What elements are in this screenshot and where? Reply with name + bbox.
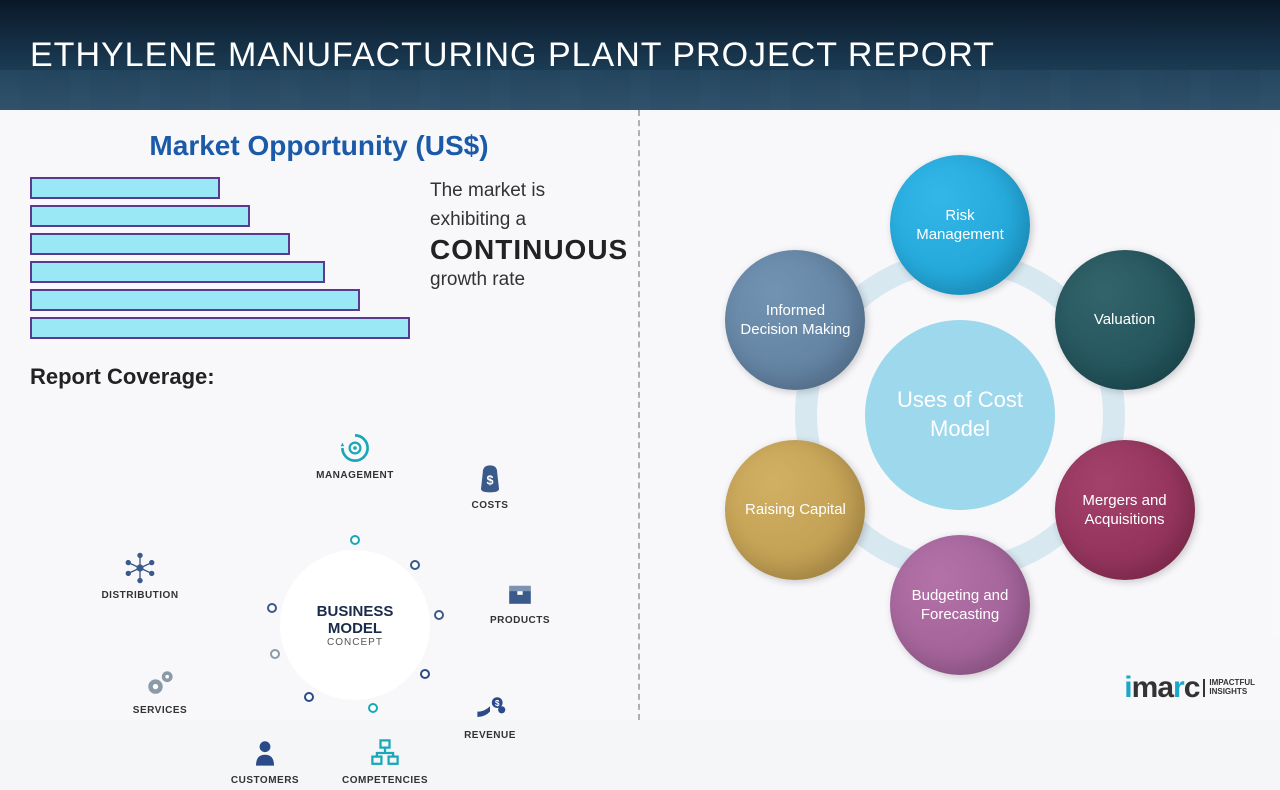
cost-node: Budgeting and Forecasting bbox=[890, 535, 1030, 675]
services-icon bbox=[142, 665, 178, 701]
biz-center-l3: CONCEPT bbox=[327, 637, 383, 648]
market-bar bbox=[30, 317, 410, 339]
coverage-label: Report Coverage: bbox=[30, 364, 608, 390]
connector-dot bbox=[350, 535, 360, 545]
biz-item-label: PRODUCTS bbox=[490, 615, 550, 626]
biz-center-l2: MODEL bbox=[328, 620, 382, 637]
logo-text: imarc bbox=[1124, 671, 1199, 705]
biz-item-costs: $ COSTS bbox=[440, 460, 540, 511]
connector-dot bbox=[410, 560, 420, 570]
revenue-icon: $ bbox=[472, 690, 508, 726]
page-title: ETHYLENE MANUFACTURING PLANT PROJECT REP… bbox=[30, 36, 995, 75]
market-bar bbox=[30, 177, 220, 199]
growth-text-block: The market is exhibiting a CONTINUOUS gr… bbox=[430, 177, 628, 339]
cost-node: Risk Management bbox=[890, 155, 1030, 295]
cost-node: Mergers and Acquisitions bbox=[1055, 440, 1195, 580]
svg-text:$: $ bbox=[495, 699, 500, 708]
business-model-diagram: BUSINESS MODEL CONCEPT MANAGEMENT $ COSTS… bbox=[140, 430, 570, 790]
connector-dot bbox=[368, 703, 378, 713]
left-panel: Market Opportunity (US$) The market is e… bbox=[0, 110, 640, 720]
logo-tagline: IMPACTFUL INSIGHTS bbox=[1203, 679, 1255, 697]
cost-model-diagram: Uses of Cost Model Risk ManagementValuat… bbox=[700, 155, 1220, 675]
connector-dot bbox=[270, 649, 280, 659]
market-chart-area: The market is exhibiting a CONTINUOUS gr… bbox=[30, 177, 608, 339]
biz-item-label: CUSTOMERS bbox=[231, 775, 299, 786]
biz-item-management: MANAGEMENT bbox=[305, 430, 405, 481]
biz-item-services: SERVICES bbox=[110, 665, 210, 716]
connector-dot bbox=[420, 669, 430, 679]
header-banner: ETHYLENE MANUFACTURING PLANT PROJECT REP… bbox=[0, 0, 1280, 110]
brand-logo: imarc IMPACTFUL INSIGHTS bbox=[1124, 671, 1255, 705]
cost-node: Valuation bbox=[1055, 250, 1195, 390]
products-icon bbox=[502, 575, 538, 611]
market-bar bbox=[30, 233, 290, 255]
market-bars bbox=[30, 177, 410, 339]
growth-line3: growth rate bbox=[430, 266, 628, 295]
cost-node: Raising Capital bbox=[725, 440, 865, 580]
biz-item-products: PRODUCTS bbox=[470, 575, 570, 626]
biz-item-label: MANAGEMENT bbox=[316, 470, 394, 481]
competencies-icon bbox=[367, 735, 403, 771]
right-panel: Uses of Cost Model Risk ManagementValuat… bbox=[640, 110, 1280, 720]
biz-item-customers: CUSTOMERS bbox=[215, 735, 315, 786]
biz-item-label: COMPETENCIES bbox=[342, 775, 428, 786]
biz-item-revenue: $ REVENUE bbox=[440, 690, 540, 741]
connector-dot bbox=[434, 610, 444, 620]
management-icon bbox=[337, 430, 373, 466]
growth-line1: The market is exhibiting a bbox=[430, 177, 628, 234]
cost-node: Informed Decision Making bbox=[725, 250, 865, 390]
customers-icon bbox=[247, 735, 283, 771]
market-bar bbox=[30, 261, 325, 283]
cost-model-center: Uses of Cost Model bbox=[865, 320, 1055, 510]
biz-item-competencies: COMPETENCIES bbox=[335, 735, 435, 786]
biz-item-label: SERVICES bbox=[133, 705, 187, 716]
biz-item-label: REVENUE bbox=[464, 730, 516, 741]
svg-text:$: $ bbox=[486, 473, 493, 487]
growth-emphasis: CONTINUOUS bbox=[430, 234, 628, 266]
market-bar bbox=[30, 289, 360, 311]
cost-center-label: Uses of Cost Model bbox=[865, 386, 1055, 443]
connector-dot bbox=[267, 603, 277, 613]
distribution-icon bbox=[122, 550, 158, 586]
market-bar bbox=[30, 205, 250, 227]
costs-icon: $ bbox=[472, 460, 508, 496]
connector-dot bbox=[304, 692, 314, 702]
biz-item-label: DISTRIBUTION bbox=[101, 590, 178, 601]
business-model-center: BUSINESS MODEL CONCEPT bbox=[280, 550, 430, 700]
logo-tag-l2: INSIGHTS bbox=[1209, 688, 1255, 697]
content-area: Market Opportunity (US$) The market is e… bbox=[0, 110, 1280, 720]
market-chart-title: Market Opportunity (US$) bbox=[30, 130, 608, 162]
biz-center-l1: BUSINESS bbox=[317, 603, 394, 620]
biz-item-distribution: DISTRIBUTION bbox=[90, 550, 190, 601]
biz-item-label: COSTS bbox=[472, 500, 509, 511]
